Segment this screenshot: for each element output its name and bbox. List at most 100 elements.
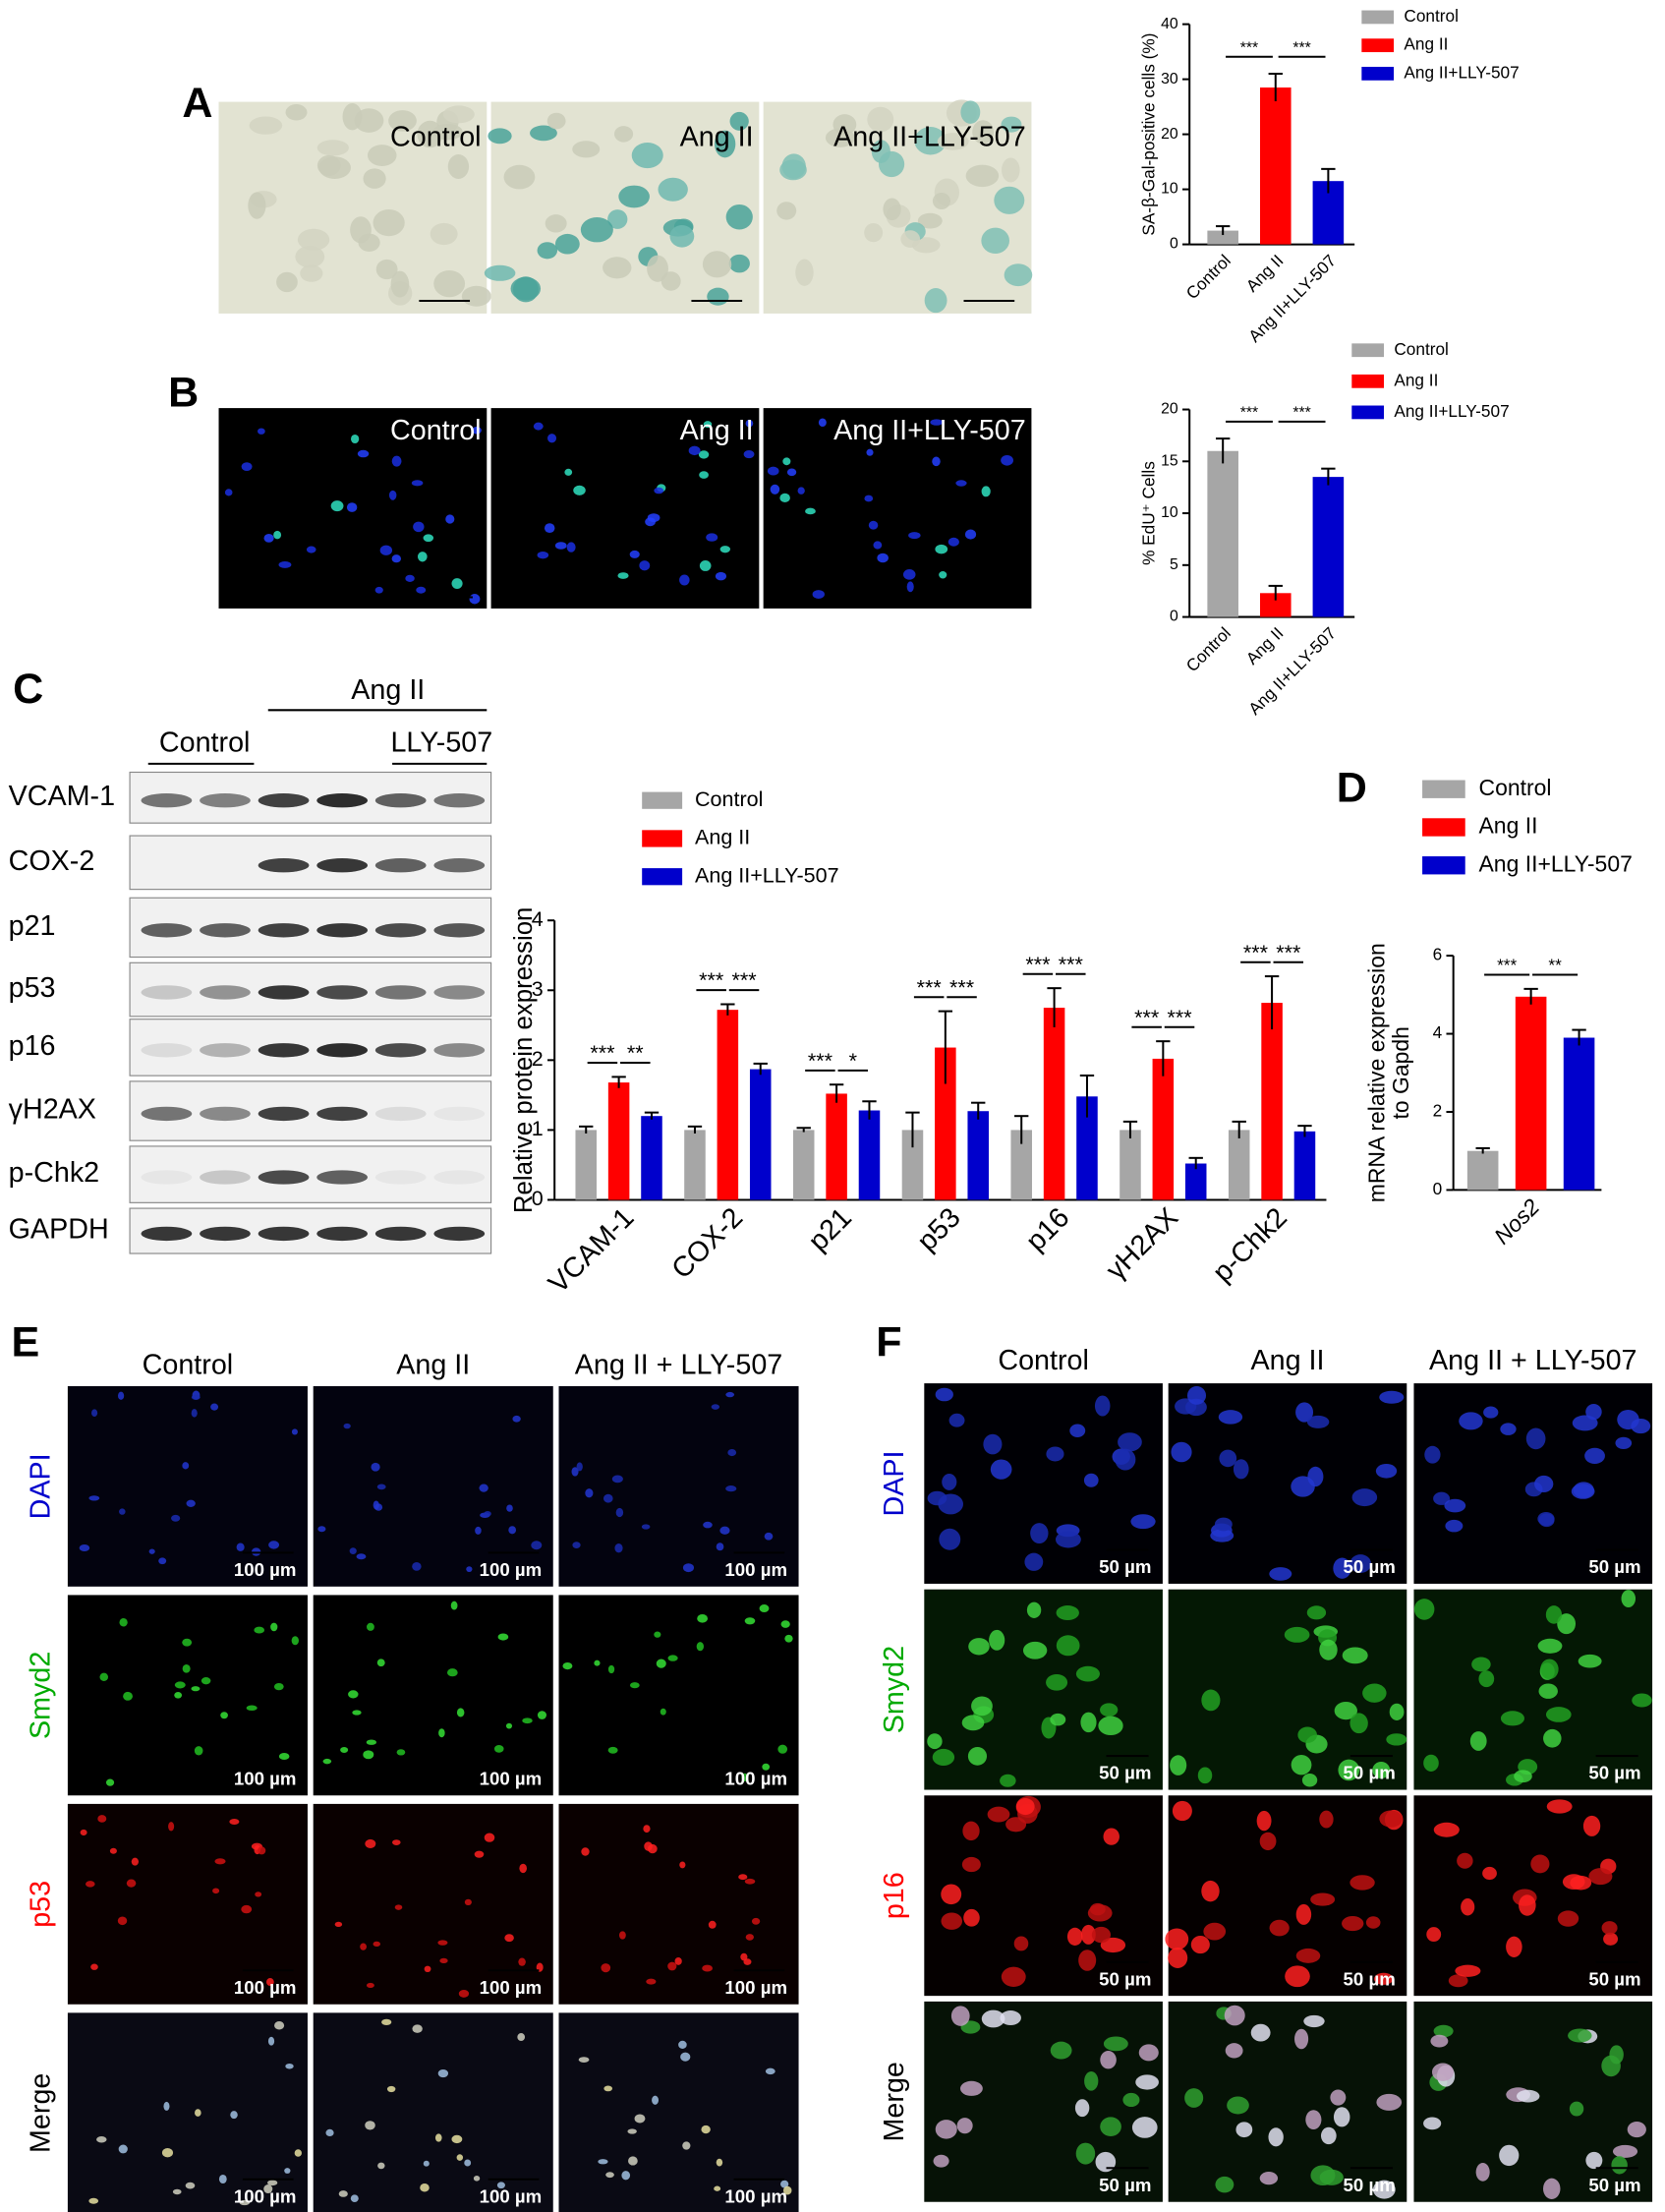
cell xyxy=(935,1387,953,1402)
blot-band xyxy=(258,793,310,808)
y-tick-label: 4 xyxy=(532,907,544,931)
error-bar xyxy=(796,1127,811,1133)
cell xyxy=(1269,1567,1292,1581)
cell xyxy=(1582,1815,1601,1836)
cell xyxy=(741,1773,748,1782)
cell xyxy=(229,1819,240,1826)
cell xyxy=(1601,1921,1618,1935)
blot-label: VCAM-1 xyxy=(9,781,115,812)
cell xyxy=(825,128,855,147)
cell xyxy=(1172,1800,1192,1822)
cell xyxy=(1091,1926,1111,1944)
cell xyxy=(941,1912,963,1930)
cell xyxy=(643,1825,651,1834)
cell xyxy=(1365,1916,1381,1929)
micrograph xyxy=(924,1589,1163,1790)
cell xyxy=(719,546,730,553)
cell xyxy=(504,1934,514,1943)
scale-label: 50 µm xyxy=(1588,1763,1640,1783)
cell xyxy=(79,1543,90,1552)
cell xyxy=(939,571,947,579)
cell xyxy=(1297,1726,1317,1743)
cell xyxy=(932,192,951,210)
blot-band xyxy=(316,858,368,873)
error-bar xyxy=(1523,987,1538,1005)
cell xyxy=(699,560,712,571)
y-tick-label: 6 xyxy=(1433,945,1443,964)
cell xyxy=(80,1829,87,1836)
cell xyxy=(273,530,282,540)
cell xyxy=(278,561,292,568)
cell xyxy=(674,1957,682,1965)
x-tick-label: p16 xyxy=(1020,1202,1075,1257)
significance-label: *** xyxy=(1497,955,1517,974)
bar xyxy=(858,1110,881,1200)
cell xyxy=(1362,1683,1387,1703)
cell xyxy=(1584,1447,1605,1464)
cell xyxy=(648,1843,658,1854)
blot-band xyxy=(433,1106,486,1122)
legend-swatch xyxy=(1422,780,1465,798)
cell xyxy=(1334,1701,1357,1720)
cell xyxy=(743,449,755,459)
x-tick-label: γH2AX xyxy=(1100,1202,1184,1287)
cell xyxy=(431,123,463,141)
cell xyxy=(96,2136,107,2143)
cell xyxy=(1046,1673,1068,1691)
bar xyxy=(1076,1096,1098,1200)
cell xyxy=(267,2180,278,2186)
cell xyxy=(780,1620,790,1628)
cell xyxy=(571,1467,579,1477)
cell xyxy=(394,1904,403,1910)
cell xyxy=(751,1917,761,1925)
bar xyxy=(1207,230,1238,245)
bar xyxy=(967,1111,989,1200)
cell xyxy=(647,255,668,282)
cell xyxy=(424,1965,431,1973)
cell xyxy=(708,1920,717,1929)
legend-label: Ang II xyxy=(695,826,750,849)
cell xyxy=(1525,1427,1546,1450)
error-bar xyxy=(1268,73,1283,102)
cell xyxy=(375,259,398,280)
cell xyxy=(960,100,981,124)
legend-label: Ang II xyxy=(1479,813,1538,839)
scale-label: 100 µm xyxy=(234,2185,297,2206)
cell xyxy=(1514,1770,1532,1783)
cell xyxy=(230,2111,238,2120)
y-tick-label: 0 xyxy=(1433,1179,1443,1198)
cell xyxy=(621,2171,631,2181)
cell xyxy=(119,1617,128,1627)
micrograph xyxy=(558,1803,799,2005)
error-bar xyxy=(753,1062,768,1076)
cell xyxy=(239,2199,251,2206)
cell xyxy=(703,1521,713,1529)
cell xyxy=(1537,1511,1555,1526)
micrograph xyxy=(558,1385,799,1587)
cell xyxy=(933,2154,949,2168)
bar xyxy=(901,1130,924,1200)
cell xyxy=(117,1916,128,1926)
cell xyxy=(780,2180,789,2188)
cell xyxy=(484,1833,495,1842)
cell xyxy=(981,486,991,497)
cell xyxy=(373,1941,380,1948)
x-tick-label: Nos2 xyxy=(1489,1193,1544,1249)
bar xyxy=(1261,1003,1283,1200)
image-label: Ang II xyxy=(680,415,754,446)
cell xyxy=(955,480,967,487)
cell xyxy=(948,1413,965,1427)
cell xyxy=(174,1692,183,1699)
legend-swatch xyxy=(1351,405,1385,420)
cell xyxy=(566,542,576,553)
cell xyxy=(646,1978,657,1985)
cell xyxy=(1423,1754,1439,1772)
y-tick-label: 2 xyxy=(532,1047,544,1071)
cell xyxy=(1203,1922,1227,1941)
y-tick-label: 0 xyxy=(1170,609,1178,625)
bar xyxy=(1293,1131,1316,1200)
significance-label: *** xyxy=(1240,404,1258,421)
cell xyxy=(544,523,555,534)
legend-label: Ang II xyxy=(1394,370,1438,389)
column-header: Ang II + LLY-507 xyxy=(1429,1345,1636,1376)
